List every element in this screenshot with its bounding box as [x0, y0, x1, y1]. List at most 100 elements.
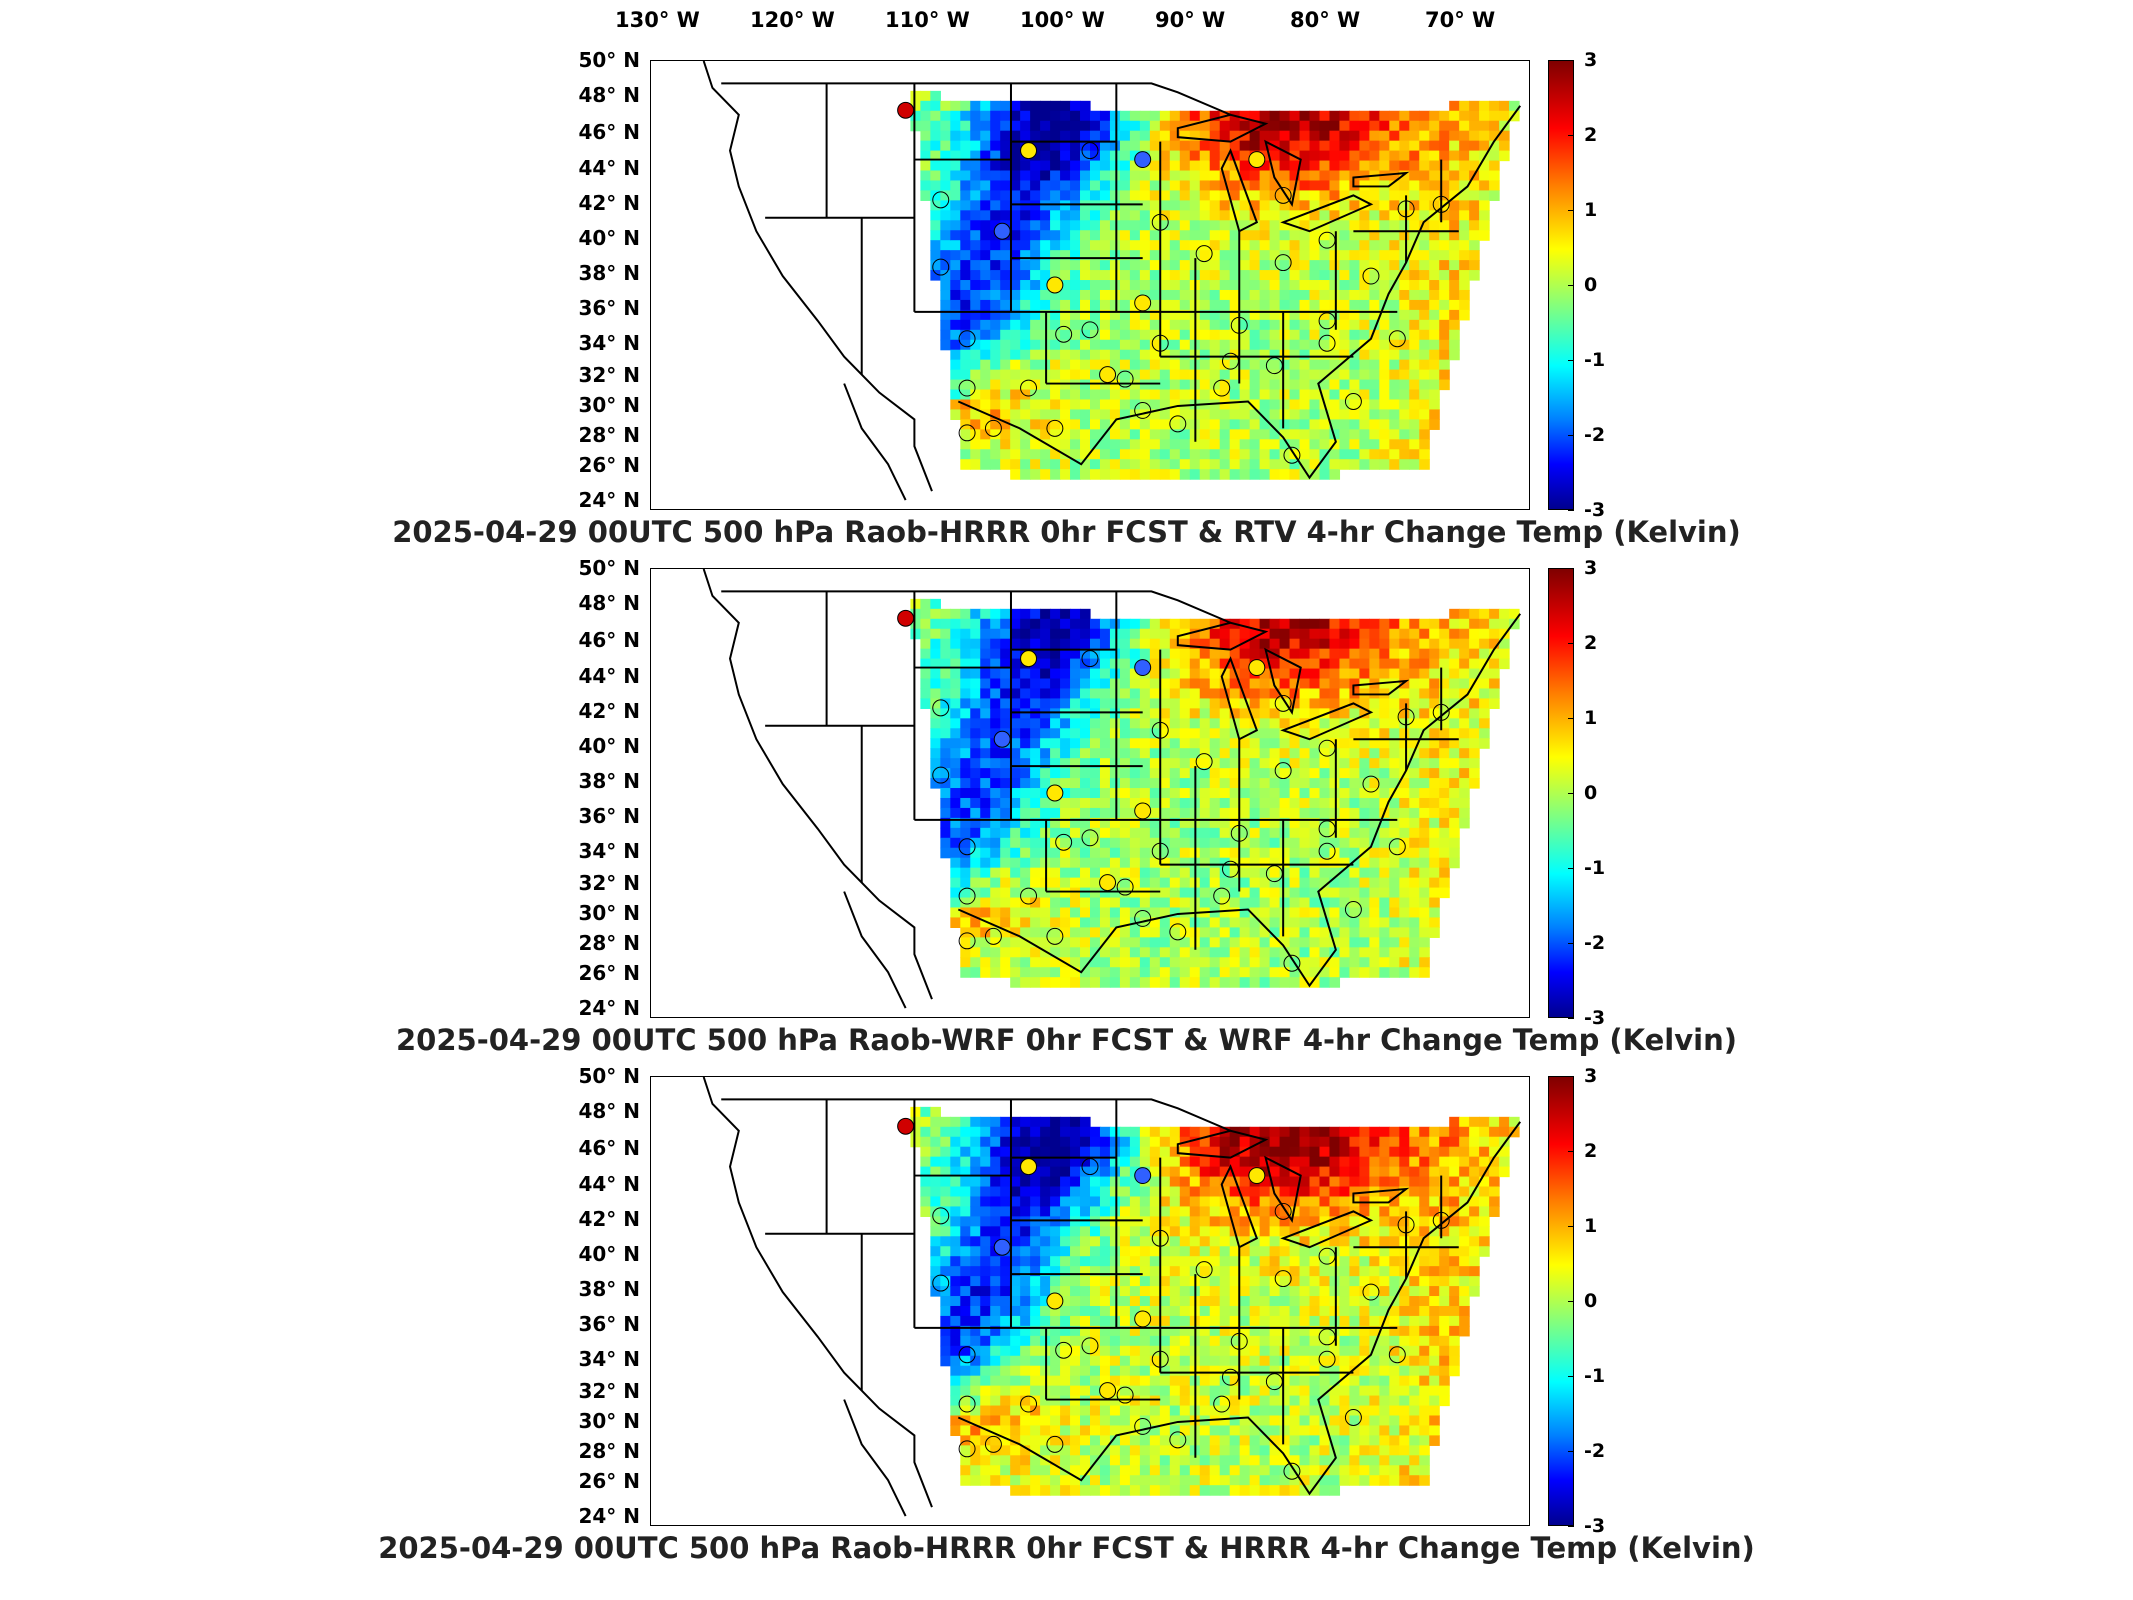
canada-border [721, 82, 1231, 116]
raob-station-marker [1221, 860, 1239, 878]
raob-station-marker [1362, 1283, 1380, 1301]
colorbar-tick-mark [1568, 1451, 1574, 1452]
raob-station-marker [1221, 1368, 1239, 1386]
raob-station-marker [1151, 1350, 1169, 1368]
raob-station-marker [1265, 357, 1283, 375]
colorbar-tick-label: 3 [1584, 49, 1598, 71]
panel-title: 2025-04-29 00UTC 500 hPa Raob-WRF 0hr FC… [395, 1023, 1737, 1057]
gulf-atlantic-coastline [957, 105, 1522, 480]
raob-station-marker [993, 730, 1011, 748]
raob-station-marker [1344, 1409, 1362, 1426]
raob-station-marker [1362, 775, 1380, 793]
temperature-field-map [702, 61, 1522, 501]
raob-station-marker [1230, 1332, 1248, 1350]
raob-station-marker [1274, 254, 1292, 272]
colorbar-tick-label: -3 [1584, 1007, 1606, 1029]
great-lake-outline [1352, 1187, 1410, 1204]
raob-station-marker [897, 1117, 915, 1135]
raob-station-marker [1388, 838, 1406, 856]
colorbar-tick-label: -2 [1584, 1440, 1606, 1462]
raob-station-marker [958, 887, 976, 905]
raob-station-marker [1169, 1431, 1187, 1449]
raob-station-marker [1230, 824, 1248, 842]
raob-station-marker [1151, 721, 1169, 739]
raob-station-marker [1099, 366, 1117, 384]
great-lake-outline [1264, 647, 1302, 715]
raob-station-marker [1344, 901, 1362, 918]
colorbar-tick-label: 2 [1584, 1140, 1598, 1162]
latitude-label: 38° N [578, 261, 640, 285]
raob-station-marker [1046, 927, 1064, 945]
raob-station-marker [1151, 842, 1169, 860]
raob-station-marker [932, 699, 950, 717]
map-panel-raob-hrrr-rtv: 50° N 48° N 46° N 44° N 42° N 40° N 38° N 36° N… [0, 48, 2133, 568]
latitude-label: 38° N [578, 1277, 640, 1301]
raob-station-marker [1081, 142, 1099, 160]
raob-station-marker [1318, 1328, 1336, 1346]
raob-station-marker [1081, 321, 1099, 339]
colorbar-tick-label: 3 [1584, 557, 1598, 579]
colorbar-tick-label: -3 [1584, 1515, 1606, 1537]
raob-station-marker [1046, 419, 1064, 437]
latitude-label: 46° N [578, 120, 640, 144]
latitude-label: 26° N [578, 453, 640, 477]
baja-coastline [843, 1399, 907, 1517]
raob-station-marker [1116, 370, 1134, 388]
raob-station-marker [1397, 200, 1415, 218]
latitude-label: 32° N [578, 363, 640, 387]
raob-station-marker [1213, 887, 1231, 905]
raob-station-marker [1020, 1395, 1038, 1413]
latitude-label: 34° N [578, 1347, 640, 1371]
raob-station-marker [1169, 415, 1187, 433]
colorbar-tick-mark [1568, 135, 1574, 136]
raob-station-marker [958, 838, 976, 856]
great-lake-outline [1264, 1155, 1302, 1223]
latitude-label: 28° N [578, 1439, 640, 1463]
latitude-label: 46° N [578, 1136, 640, 1160]
raob-station-marker [1248, 151, 1266, 169]
raob-station-marker [1134, 909, 1152, 927]
colorbar-tick-mark [1568, 1226, 1574, 1227]
latitude-label: 24° N [578, 1504, 640, 1528]
latitude-label: 36° N [578, 804, 640, 828]
raob-station-marker [958, 379, 976, 397]
raob-station-marker [1213, 379, 1231, 397]
latitude-label: 40° N [578, 734, 640, 758]
latitude-label: 26° N [578, 961, 640, 985]
colorbar-tick-mark [1568, 1076, 1574, 1077]
west-coastline [702, 569, 933, 1000]
colorbar-tick-label: 2 [1584, 632, 1598, 654]
raob-station-marker [958, 1440, 976, 1458]
raob-station-marker [1318, 231, 1336, 249]
colorbar-tick-label: 0 [1584, 782, 1598, 804]
latitude-label: 44° N [578, 664, 640, 688]
raob-station-marker [1318, 1350, 1336, 1368]
latitude-label: 40° N [578, 226, 640, 250]
latitude-label: 34° N [578, 839, 640, 863]
raob-station-marker [1116, 1386, 1134, 1404]
raob-station-marker [932, 1207, 950, 1225]
map-panel-raob-wrf: 50° N 48° N 46° N 44° N 42° N 40° N 38° N 36° N… [0, 556, 2133, 1076]
latitude-label: 48° N [578, 83, 640, 107]
raob-station-marker [1388, 1346, 1406, 1364]
longitude-label: 80° W [1290, 8, 1361, 32]
colorbar-tick-mark [1568, 510, 1574, 511]
map-panel-raob-hrrr: 50° N 48° N 46° N 44° N 42° N 40° N 38° N 36° N… [0, 1064, 2133, 1584]
raob-station-marker [1134, 1310, 1152, 1328]
colorbar-tick-label: 1 [1584, 1215, 1598, 1237]
raob-station-marker [993, 222, 1011, 240]
gulf-atlantic-coastline [957, 1121, 1522, 1496]
raob-station-marker [1388, 330, 1406, 348]
colorbar-tick-mark [1568, 718, 1574, 719]
colorbar-tick-mark [1568, 793, 1574, 794]
colorbar-tick-mark [1568, 643, 1574, 644]
colorbar-tick-mark [1568, 60, 1574, 61]
colorbar-tick-label: 1 [1584, 707, 1598, 729]
baja-coastline [843, 383, 907, 501]
temperature-field-map [702, 1077, 1522, 1517]
raob-station-marker [1274, 1270, 1292, 1288]
raob-station-marker [1055, 833, 1073, 851]
latitude-label: 26° N [578, 1469, 640, 1493]
raob-station-marker [1134, 1417, 1152, 1435]
raob-station-marker [1318, 1247, 1336, 1265]
